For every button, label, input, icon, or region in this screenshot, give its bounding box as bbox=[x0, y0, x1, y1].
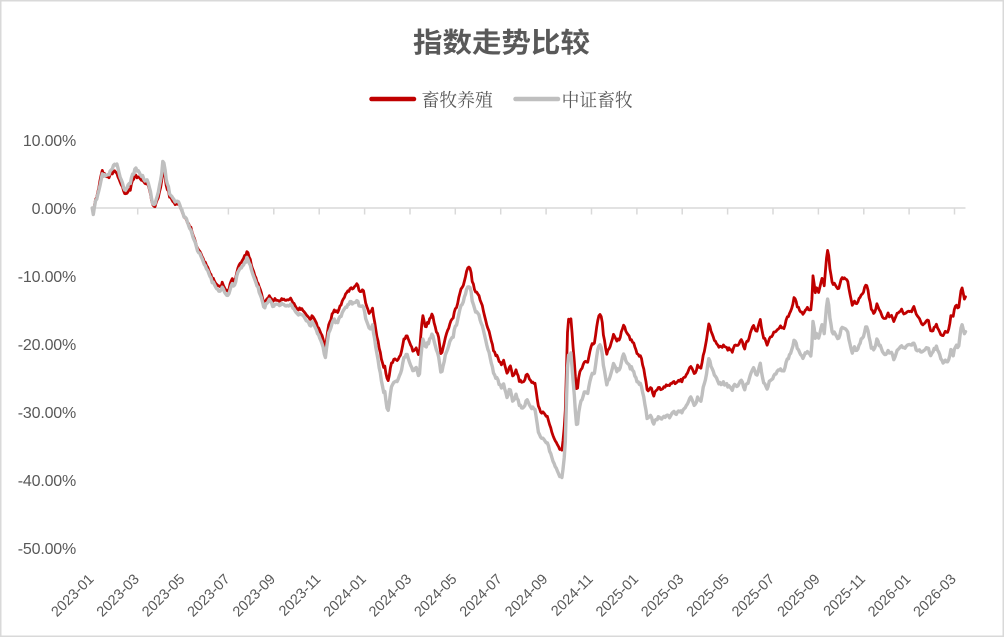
svg-text:-40.00%: -40.00% bbox=[18, 473, 76, 490]
svg-text:-10.00%: -10.00% bbox=[18, 269, 76, 286]
svg-text:0.00%: 0.00% bbox=[32, 201, 76, 218]
svg-text:-30.00%: -30.00% bbox=[18, 405, 76, 422]
svg-text:10.00%: 10.00% bbox=[23, 133, 76, 150]
svg-text:-50.00%: -50.00% bbox=[18, 541, 76, 558]
svg-text:-20.00%: -20.00% bbox=[18, 337, 76, 354]
